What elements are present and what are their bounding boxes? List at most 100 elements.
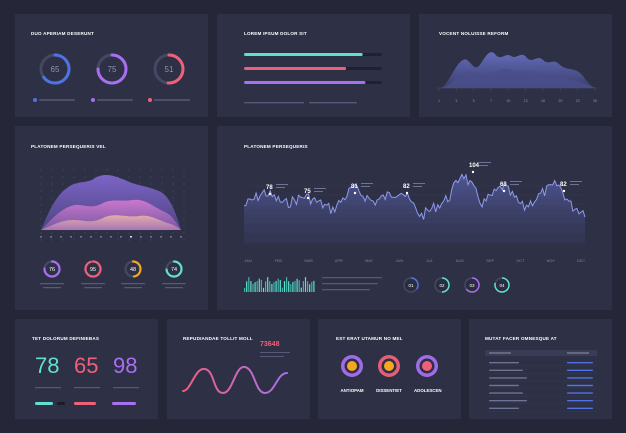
mini-bar (290, 284, 292, 292)
donut-chart: 51 (153, 53, 185, 85)
legend-item (91, 98, 133, 102)
mini-bar (281, 287, 283, 292)
step-circle: 02 (434, 277, 450, 293)
svg-text:82: 82 (403, 184, 410, 190)
target-group (341, 355, 438, 377)
panel-title: PLATONEM PERSEQUERIS VEL (31, 144, 106, 149)
target-label: ANTIOPAM (340, 388, 364, 393)
mini-bar (258, 278, 260, 292)
mini-bar (298, 280, 300, 292)
mini-bar (252, 283, 254, 292)
mini-bar (273, 282, 275, 292)
svg-text:02: 02 (439, 283, 445, 288)
mini-bar (248, 277, 250, 292)
line-area (244, 174, 585, 244)
month-label: JAN (244, 259, 251, 263)
mini-bar (260, 279, 262, 292)
panel-title: LOREM IPSUM DOLOR SIT (244, 31, 307, 36)
step-circle: 03 (464, 277, 480, 293)
panel-title: EST ERAT UTAMUR NO MEL (336, 336, 403, 341)
donut-chart: 65 (39, 53, 71, 85)
tick-label: 5 (473, 99, 475, 103)
month-label: JUN (396, 259, 404, 263)
peak-label: 104 (469, 162, 491, 174)
panel-target-icons: EST ERAT UTAMUR NO MEL ANTIOPAM DISSENTI… (318, 319, 461, 419)
mini-bar (244, 288, 246, 292)
mini-bar (292, 281, 294, 292)
area-series-front (41, 215, 181, 230)
wave-line (182, 366, 288, 395)
month-label: AUG (456, 259, 464, 263)
donut-value: 74 (171, 267, 177, 273)
panel-title: TET DOLORUM DEFINIEBAS (32, 336, 100, 341)
progress-bar (244, 81, 382, 84)
svg-text:63: 63 (500, 182, 507, 188)
svg-text:82: 82 (560, 182, 567, 188)
progress-bar (244, 53, 382, 56)
big-value: 98 (113, 353, 138, 378)
tick-label: 26 (593, 99, 597, 103)
mini-bar (311, 281, 313, 292)
mini-bar (275, 280, 277, 292)
panel-title: DUO APERIAM DESERUNT (31, 31, 95, 36)
mini-bar (294, 280, 296, 292)
svg-text:81: 81 (351, 184, 358, 190)
mini-bar (267, 277, 269, 292)
svg-text:75: 75 (304, 189, 311, 195)
progress-bar (244, 67, 382, 70)
peak-label: 81 (351, 183, 373, 195)
svg-text:03: 03 (469, 283, 475, 288)
peak-label: 82 (560, 181, 582, 193)
panel-title: MUTAT FACER OMNESQUE AT (485, 336, 557, 341)
mini-bar (302, 281, 304, 292)
mini-bar (256, 281, 258, 292)
panel-title: PLATONEM PERSEQUERIS (244, 144, 308, 149)
big-value: 78 (35, 353, 60, 378)
target-label: ADOLESCEN (414, 388, 442, 393)
svg-text:78: 78 (266, 185, 273, 191)
svg-text:104: 104 (469, 163, 480, 169)
tick-label: 10 (506, 99, 510, 103)
wave-value: 73648 (260, 341, 280, 348)
panel-title: REPUDIANDAE TOLLIT MOLL (183, 336, 253, 341)
month-label: MAY (365, 259, 373, 263)
mini-bar (262, 287, 265, 292)
month-label: SEP (486, 259, 494, 263)
peak-label: 78 (266, 184, 288, 196)
mini-bar (313, 280, 315, 292)
mini-bar (309, 284, 311, 292)
target-icon (416, 355, 438, 377)
panel-big-numbers: TET DOLORUM DEFINIEBAS 78 65 98 (15, 319, 158, 419)
mini-bar (296, 278, 298, 292)
step-circle: 04 (494, 277, 510, 293)
tick-label: 7 (490, 99, 492, 103)
caption-lines (322, 277, 382, 291)
panel-progress-bars: LOREM IPSUM DOLOR SIT (217, 14, 410, 117)
panel-area-chart: VOCENT NOLUISSE REFORM 1 3 5 7 10 13 16 20 23 26 (419, 14, 612, 117)
line-series (243, 173, 586, 220)
target-icon (378, 355, 400, 377)
month-label: MAR (304, 259, 313, 263)
donut-value: 75 (108, 65, 117, 74)
month-label: DEC (577, 259, 585, 263)
donut-chart: 76 (43, 260, 61, 278)
mini-bar (307, 281, 309, 292)
donut-value: 65 (51, 65, 60, 74)
data-table (485, 350, 597, 412)
panel-title: VOCENT NOLUISSE REFORM (439, 31, 509, 36)
value-underlines (35, 387, 139, 405)
donut-chart: 74 (165, 260, 183, 278)
wave-chart (182, 352, 290, 395)
month-label: OCT (516, 259, 525, 263)
legend-item (33, 98, 75, 102)
mini-bar (271, 283, 273, 292)
mini-bar (277, 278, 279, 292)
legend-item (148, 98, 190, 102)
donut-chart: 75 (96, 53, 128, 85)
tick-label: 23 (576, 99, 580, 103)
mini-bar (300, 287, 302, 292)
donut-value: 95 (90, 267, 96, 273)
donut-group: 65 75 51 (33, 53, 190, 102)
svg-text:04: 04 (499, 283, 505, 288)
mini-bar (250, 281, 252, 292)
